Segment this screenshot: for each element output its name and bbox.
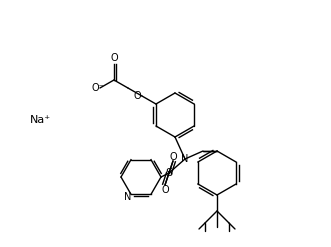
Text: O: O bbox=[161, 185, 169, 195]
Text: O: O bbox=[169, 152, 177, 162]
Text: Na⁺: Na⁺ bbox=[30, 115, 51, 125]
Text: N: N bbox=[124, 192, 132, 202]
Text: N: N bbox=[181, 154, 189, 164]
Text: O: O bbox=[133, 91, 141, 101]
Text: S: S bbox=[166, 168, 172, 178]
Text: O⁻: O⁻ bbox=[92, 83, 105, 93]
Text: O: O bbox=[110, 53, 118, 63]
